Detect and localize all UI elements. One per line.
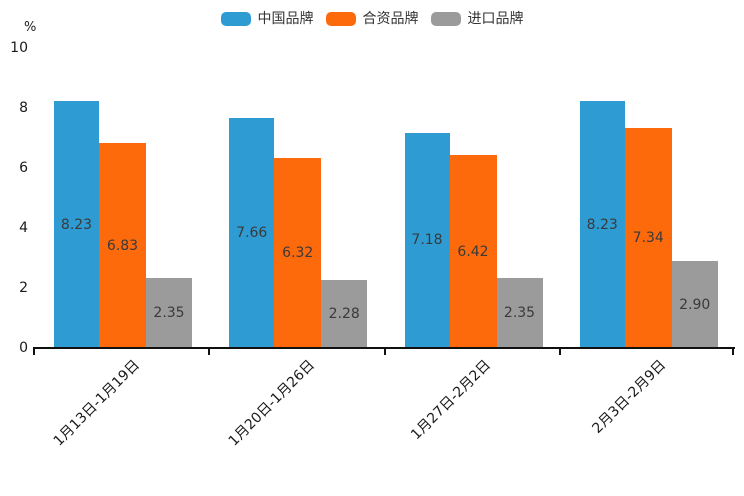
- x-tick-label: 2月3日-2月9日: [589, 357, 669, 437]
- bar: 6.32: [274, 158, 322, 348]
- bar: 7.34: [624, 127, 672, 348]
- bar-value-label: 6.32: [282, 245, 314, 262]
- legend-swatch-icon: [430, 12, 461, 26]
- bar-value-label: 8.23: [60, 216, 93, 233]
- x-tick-mark: [559, 349, 561, 355]
- y-axis-unit-label: %: [24, 20, 37, 35]
- bar: 7.66: [229, 118, 275, 348]
- bar-value-label: 6.83: [106, 237, 139, 254]
- x-tick-label: 1月20日-1月26日: [226, 357, 319, 450]
- x-tick-mark: [208, 349, 210, 355]
- x-axis-line: [33, 347, 735, 349]
- legend-label: 进口品牌: [467, 11, 524, 27]
- bar: 6.42: [449, 155, 497, 348]
- bar: 8.23: [579, 101, 625, 348]
- y-tick-label: 8: [19, 100, 28, 116]
- bar-value-label: 2.35: [503, 304, 536, 321]
- y-tick-label: 2: [19, 280, 28, 296]
- bar-value-label: 8.23: [586, 216, 618, 233]
- y-tick-label: 0: [19, 340, 28, 356]
- bar: 2.35: [496, 277, 543, 348]
- legend: 中国品牌 合资品牌 进口品牌: [0, 8, 744, 30]
- x-tick-label: 1月27日-2月2日: [407, 357, 494, 444]
- y-tick-label: 6: [19, 160, 28, 176]
- bar-value-label: 2.35: [153, 304, 185, 321]
- bar: 2.90: [671, 261, 718, 348]
- bar-value-label: 7.66: [236, 225, 268, 242]
- legend-swatch-icon: [220, 12, 251, 26]
- legend-item-series2[interactable]: 合资品牌: [325, 9, 419, 29]
- bar: 2.35: [146, 277, 192, 348]
- y-tick-label: 4: [19, 220, 28, 236]
- legend-item-series1[interactable]: 中国品牌: [220, 9, 314, 29]
- legend-item-series3[interactable]: 进口品牌: [430, 9, 524, 29]
- bar: 2.28: [321, 279, 368, 348]
- bar-value-label: 2.28: [328, 305, 360, 322]
- bar-value-label: 2.90: [679, 296, 711, 313]
- x-tick-label: 1月13日-1月19日: [50, 357, 144, 450]
- legend-swatch-icon: [325, 12, 356, 26]
- bar-value-label: 7.18: [411, 232, 443, 249]
- bar: 7.18: [404, 132, 450, 348]
- y-tick-label: 10: [10, 40, 28, 56]
- x-tick-mark: [732, 349, 734, 355]
- legend-label: 合资品牌: [362, 11, 419, 27]
- x-tick-mark: [384, 349, 386, 355]
- legend-label: 中国品牌: [257, 11, 314, 27]
- bar: 6.83: [99, 143, 146, 348]
- x-tick-mark: [33, 349, 35, 355]
- bar-value-label: 7.34: [632, 229, 664, 246]
- bar-value-label: 6.42: [457, 243, 489, 260]
- bar: 8.23: [54, 101, 99, 348]
